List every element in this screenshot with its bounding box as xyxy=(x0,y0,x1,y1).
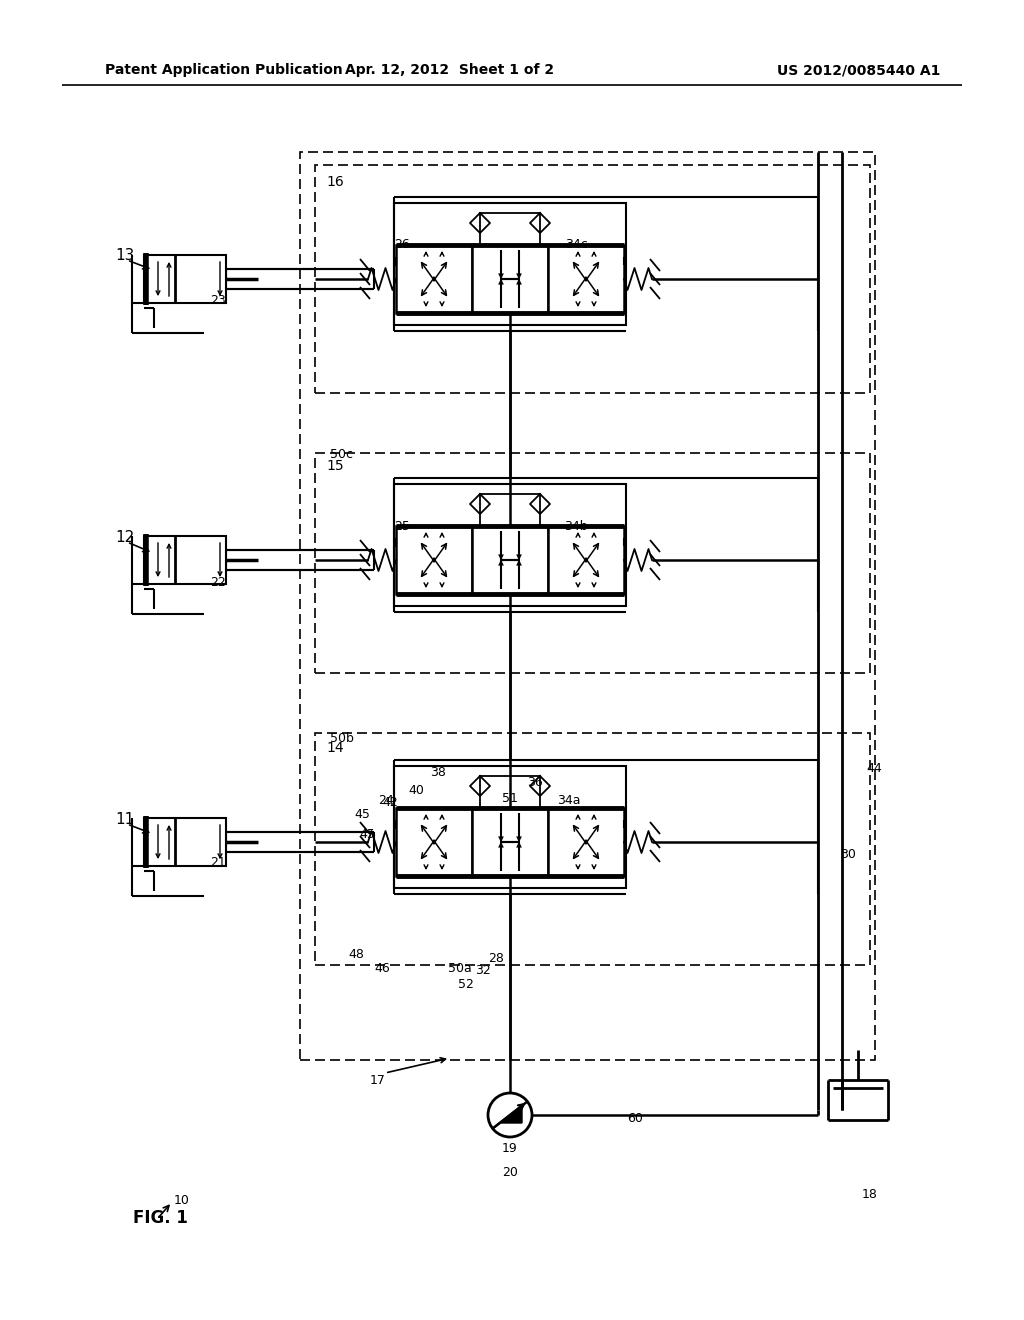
Text: 21: 21 xyxy=(210,855,226,869)
Bar xyxy=(548,808,624,876)
Text: 22: 22 xyxy=(210,577,226,590)
Bar xyxy=(394,766,626,888)
Bar xyxy=(396,246,472,313)
Bar xyxy=(472,525,548,594)
Text: 60: 60 xyxy=(627,1111,643,1125)
Text: 48: 48 xyxy=(348,949,364,961)
Text: 13: 13 xyxy=(115,248,134,264)
Text: 30: 30 xyxy=(840,849,856,862)
Text: 38: 38 xyxy=(430,767,445,780)
Text: 34a: 34a xyxy=(557,793,581,807)
Text: 50c: 50c xyxy=(330,449,353,462)
Bar xyxy=(396,525,472,594)
Bar xyxy=(315,733,870,965)
Text: 50a: 50a xyxy=(449,961,472,974)
Bar xyxy=(300,152,874,1060)
Bar xyxy=(144,818,226,866)
Text: 52: 52 xyxy=(458,978,474,991)
Bar xyxy=(548,246,624,313)
Text: 16: 16 xyxy=(326,176,344,189)
Bar xyxy=(144,255,226,304)
Text: 18: 18 xyxy=(862,1188,878,1201)
Text: US 2012/0085440 A1: US 2012/0085440 A1 xyxy=(776,63,940,77)
Text: 24: 24 xyxy=(378,793,394,807)
Text: 10: 10 xyxy=(174,1193,189,1206)
Bar xyxy=(315,453,870,673)
Text: 25: 25 xyxy=(394,520,410,533)
Text: 12: 12 xyxy=(115,531,134,545)
Bar xyxy=(548,525,624,594)
Text: 34b: 34b xyxy=(564,520,588,533)
Text: 14: 14 xyxy=(326,741,344,755)
Text: 28: 28 xyxy=(488,952,504,965)
Text: 23: 23 xyxy=(210,293,226,306)
Text: 19: 19 xyxy=(502,1142,518,1155)
Bar xyxy=(472,246,548,313)
Circle shape xyxy=(488,1093,532,1137)
Text: FIG. 1: FIG. 1 xyxy=(133,1209,187,1228)
Text: 17: 17 xyxy=(370,1073,386,1086)
Text: 11: 11 xyxy=(115,813,134,828)
Polygon shape xyxy=(500,1107,522,1123)
Bar xyxy=(315,165,870,393)
Text: 40: 40 xyxy=(408,784,424,796)
Bar xyxy=(396,808,472,876)
Text: 45: 45 xyxy=(354,808,370,821)
Text: 45: 45 xyxy=(359,829,375,842)
Text: Apr. 12, 2012  Sheet 1 of 2: Apr. 12, 2012 Sheet 1 of 2 xyxy=(345,63,555,77)
Text: 46: 46 xyxy=(374,961,390,974)
Text: Patent Application Publication: Patent Application Publication xyxy=(105,63,343,77)
Text: 44: 44 xyxy=(866,762,882,775)
Text: 20: 20 xyxy=(502,1167,518,1180)
Text: 51: 51 xyxy=(502,792,518,805)
Bar xyxy=(144,536,226,583)
Bar xyxy=(472,808,548,876)
Text: 15: 15 xyxy=(326,459,344,473)
Text: 42: 42 xyxy=(382,796,398,809)
Text: 36: 36 xyxy=(527,776,543,789)
Text: 34c: 34c xyxy=(564,239,588,252)
Bar xyxy=(394,484,626,606)
Bar xyxy=(394,203,626,325)
Text: 32: 32 xyxy=(475,964,490,977)
Text: 26: 26 xyxy=(394,239,410,252)
Text: 50b: 50b xyxy=(330,731,354,744)
